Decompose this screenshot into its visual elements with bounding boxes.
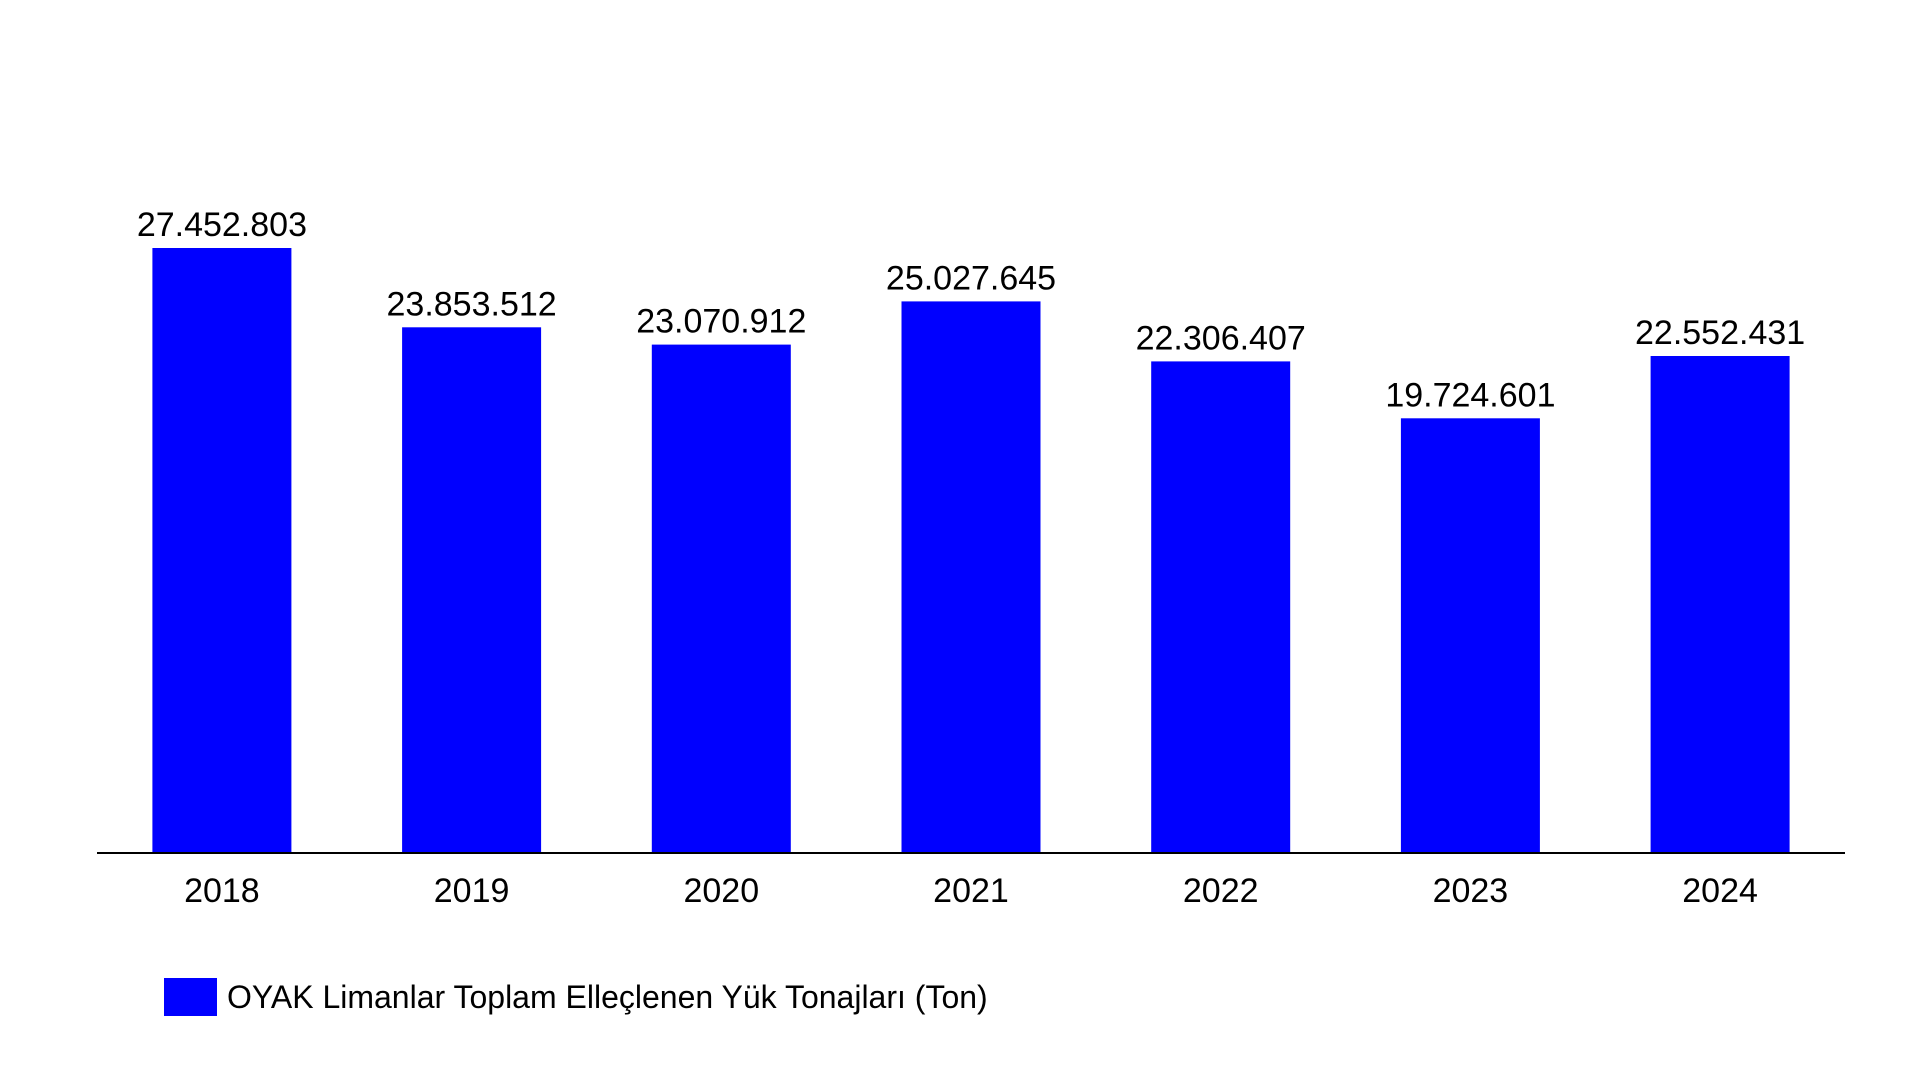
bar-2022 xyxy=(1151,361,1291,853)
bar-2018 xyxy=(152,248,292,853)
legend: OYAK Limanlar Toplam Elleçlenen Yük Tona… xyxy=(164,978,988,1016)
data-label-2022: 22.306.407 xyxy=(1136,319,1306,357)
value-labels-group: 27.452.803 23.853.512 23.070.912 25.027.645… xyxy=(137,206,1805,414)
x-tick-label-2023: 2023 xyxy=(1433,872,1509,910)
data-label-2024: 22.552.431 xyxy=(1635,314,1805,352)
data-label-2021: 25.027.645 xyxy=(886,259,1056,297)
legend-swatch xyxy=(164,978,217,1016)
data-label-2020: 23.070.912 xyxy=(636,303,806,341)
bar-2023 xyxy=(1400,418,1540,853)
data-label-2019: 23.853.512 xyxy=(387,285,557,323)
data-label-2023: 19.724.601 xyxy=(1385,376,1555,414)
x-tick-label-2021: 2021 xyxy=(933,872,1009,910)
bar-2019 xyxy=(402,327,542,853)
bar-2020 xyxy=(651,344,791,853)
legend-label: OYAK Limanlar Toplam Elleçlenen Yük Tona… xyxy=(227,979,988,1015)
x-tick-label-2024: 2024 xyxy=(1682,872,1758,910)
x-tick-label-2020: 2020 xyxy=(683,872,759,910)
bars-group xyxy=(152,248,1790,853)
x-tick-labels-group: 2018 2019 2020 2021 2022 2023 2024 xyxy=(184,872,1758,910)
bar-2024 xyxy=(1650,356,1790,853)
x-tick-label-2022: 2022 xyxy=(1183,872,1259,910)
bar-2021 xyxy=(901,301,1041,853)
data-label-2018: 27.452.803 xyxy=(137,206,307,244)
x-tick-label-2019: 2019 xyxy=(434,872,510,910)
x-tick-label-2018: 2018 xyxy=(184,872,260,910)
